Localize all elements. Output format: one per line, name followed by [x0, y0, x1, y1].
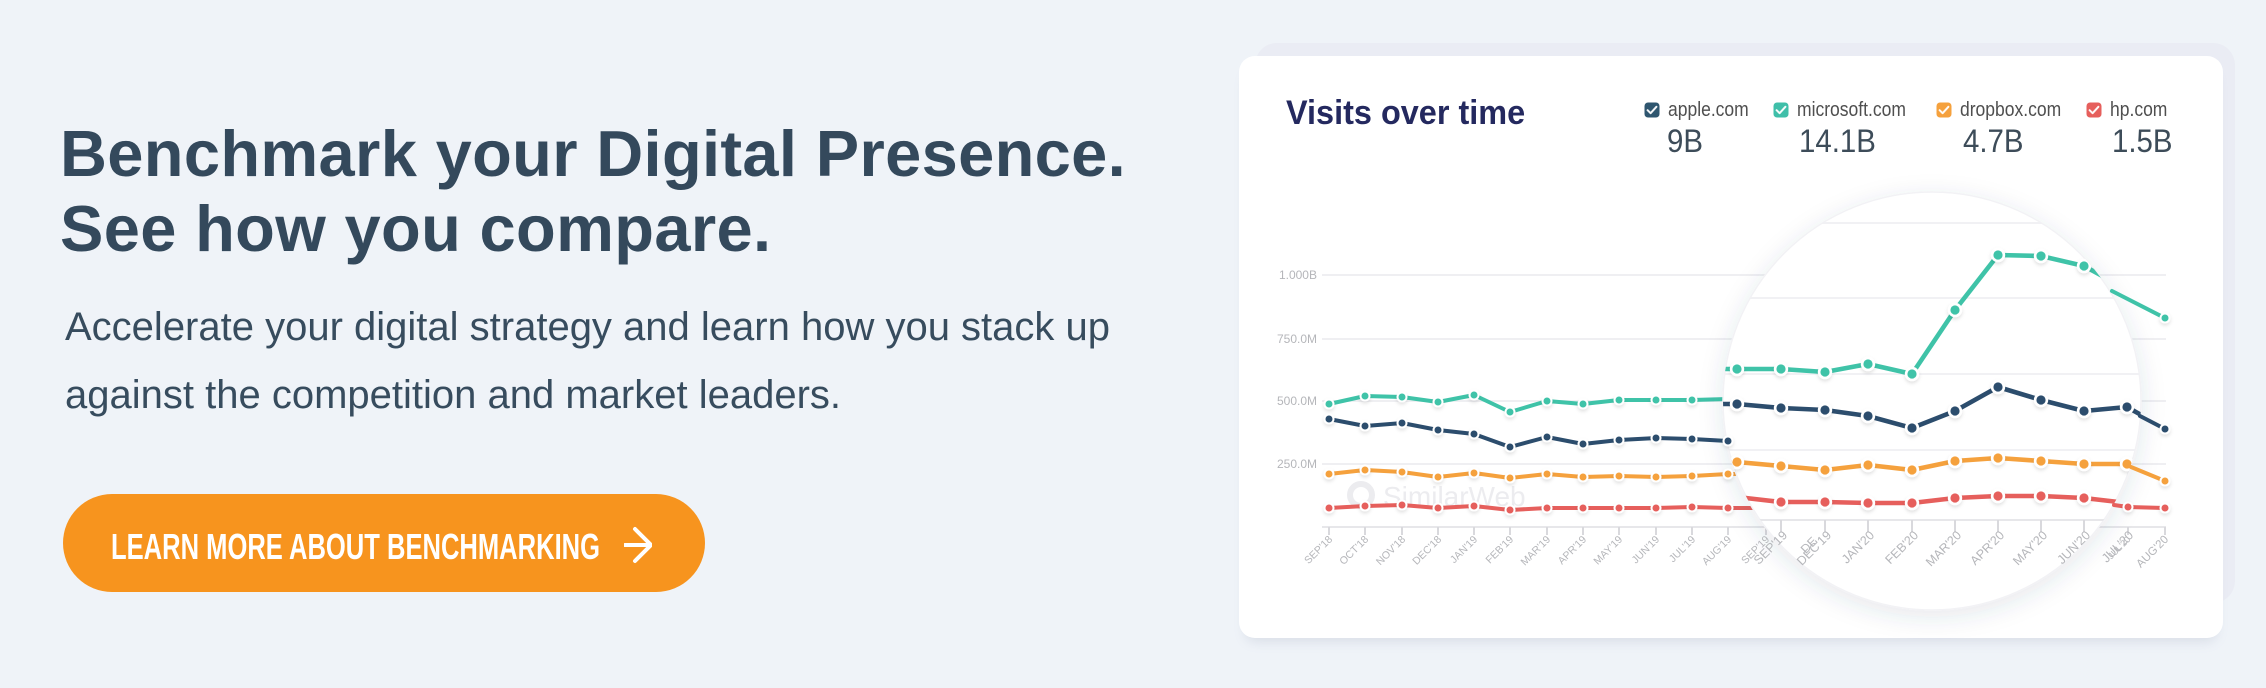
svg-text:OCT'18: OCT'18: [1337, 534, 1371, 568]
svg-text:DEC'18: DEC'18: [1410, 534, 1444, 568]
svg-text:JUN'19: JUN'19: [1630, 534, 1663, 567]
svg-text:250.0M: 250.0M: [1277, 457, 1317, 471]
svg-text:750.0M: 750.0M: [1277, 332, 1317, 346]
svg-text:MAY'19: MAY'19: [1591, 534, 1625, 568]
svg-text:JUL'19: JUL'19: [1667, 534, 1698, 565]
svg-text:AUG'20: AUG'20: [2134, 534, 2171, 571]
svg-text:500.0M: 500.0M: [1277, 394, 1317, 408]
svg-text:FEB'19: FEB'19: [1484, 534, 1517, 567]
svg-text:1.000B: 1.000B: [1279, 268, 1317, 282]
svg-text:AUG'19: AUG'19: [1700, 534, 1734, 568]
svg-text:APR'19: APR'19: [1556, 534, 1590, 568]
svg-text:JAN'19: JAN'19: [1448, 534, 1480, 566]
svg-text:MAR'19: MAR'19: [1518, 534, 1553, 569]
svg-text:NOV'18: NOV'18: [1374, 534, 1408, 568]
svg-text:SEP'18: SEP'18: [1302, 534, 1335, 567]
